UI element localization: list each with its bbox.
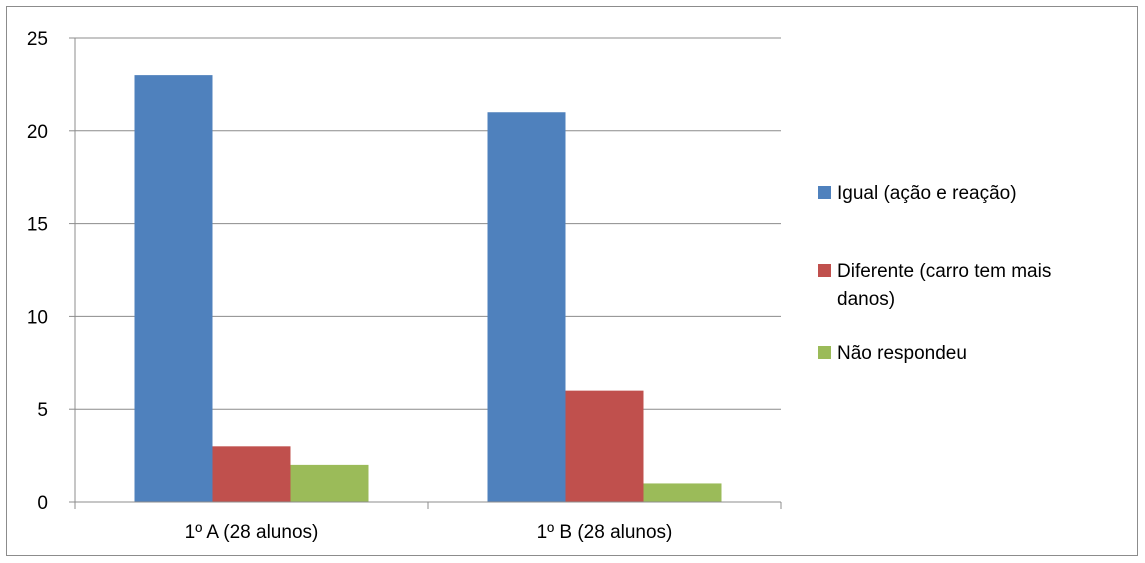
legend-swatch-nao-respondeu bbox=[818, 346, 831, 359]
bar-1-2 bbox=[643, 483, 722, 502]
x-tick-label-0: 1º A (28 alunos) bbox=[185, 522, 319, 543]
bar-1-0 bbox=[487, 112, 566, 503]
legend-swatch-igual bbox=[818, 186, 831, 199]
bar-0-1 bbox=[212, 446, 291, 502]
legend: Igual (ação e reação) Diferente (carro t… bbox=[818, 0, 1118, 563]
legend-item-igual: Igual (ação e reação) bbox=[818, 180, 1107, 208]
y-tick-label-20: 20 bbox=[27, 122, 48, 143]
legend-label-diferente: Diferente (carro tem mais danos) bbox=[837, 261, 1052, 310]
y-tick-label-25: 25 bbox=[27, 29, 48, 50]
y-tick-label-15: 15 bbox=[27, 215, 48, 236]
axes bbox=[74, 38, 782, 509]
legend-item-diferente: Diferente (carro tem mais danos) bbox=[818, 258, 1107, 314]
bar-0-2 bbox=[290, 464, 369, 502]
y-tick-label-0: 0 bbox=[37, 493, 48, 514]
y-tick-label-10: 10 bbox=[27, 307, 48, 328]
legend-label-igual: Igual (ação e reação) bbox=[837, 183, 1017, 204]
bar-1-1 bbox=[565, 390, 644, 502]
y-tick-labels: 0 5 10 15 20 25 bbox=[27, 29, 48, 514]
y-tick-label-5: 5 bbox=[37, 400, 48, 421]
legend-item-nao-respondeu: Não respondeu bbox=[818, 340, 1107, 368]
x-tick-label-1: 1º B (28 alunos) bbox=[537, 522, 673, 543]
legend-label-nao-respondeu: Não respondeu bbox=[837, 343, 967, 364]
bar-0-0 bbox=[134, 75, 213, 503]
x-tick-labels: 1º A (28 alunos) 1º B (28 alunos) bbox=[185, 522, 673, 543]
legend-swatch-diferente bbox=[818, 264, 831, 277]
bars bbox=[134, 75, 722, 503]
